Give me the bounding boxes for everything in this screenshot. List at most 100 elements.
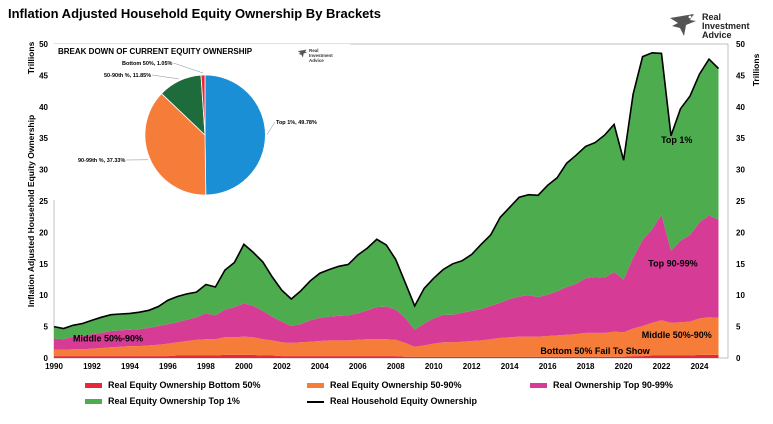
- total-line: [53, 51, 720, 330]
- legend-item-top-1: Real Equity Ownership Top 1%: [85, 394, 240, 408]
- pie-inset: Top 1%, 49.78% 90-99th %, 37.33% 50-90th %…: [48, 44, 350, 200]
- y-tick-left: 5: [44, 323, 49, 332]
- x-tick: 2002: [273, 362, 291, 371]
- area-label: Top 1%: [661, 135, 692, 145]
- brand-line3: Advice: [702, 30, 732, 40]
- legend-label: Real Household Equity Ownership: [330, 396, 478, 406]
- brand-logo: Real Investment Advice: [668, 12, 764, 40]
- area-label: Middle 50%-90%: [642, 330, 712, 340]
- legend-item-50-90: Real Equity Ownership 50-90%: [307, 378, 462, 392]
- legend-swatch: [85, 399, 102, 405]
- x-tick: 2000: [235, 362, 253, 371]
- y-tick-left: 10: [39, 291, 48, 300]
- y-tick-left: 30: [39, 166, 48, 175]
- y-tick-right: 35: [736, 134, 745, 143]
- y-tick-right: 20: [736, 228, 745, 237]
- legend-item-bottom-50: Real Equity Ownership Bottom 50%: [85, 378, 261, 392]
- brand-name: Real Investment Advice: [702, 13, 750, 40]
- total-line-layer: [53, 51, 720, 330]
- pie-leader-line: [173, 62, 204, 74]
- x-tick: 1990: [45, 362, 63, 371]
- pie-slice-3: [200, 74, 206, 136]
- pie-brand-line3: Advice: [309, 58, 324, 63]
- pie-label: Bottom 50%, 1.05%: [122, 61, 173, 67]
- y-tick-left: 50: [39, 40, 48, 49]
- y-tick-right: 25: [736, 197, 745, 206]
- y-tick-left: 40: [39, 103, 48, 112]
- pie-label: Top 1%, 49.78%: [276, 120, 317, 126]
- pie-label: 90-99th %, 37.33%: [78, 158, 125, 164]
- pie-brand-line1: Real: [309, 48, 319, 53]
- x-tick: 2010: [425, 362, 443, 371]
- y-tick-right: 40: [736, 103, 745, 112]
- y-axis-unit-left: Trillions: [26, 41, 36, 74]
- brand-line1: Real: [702, 12, 722, 22]
- x-tick: 2016: [539, 362, 557, 371]
- x-tick: 2020: [615, 362, 633, 371]
- y-tick-right: 30: [736, 166, 745, 175]
- y-tick-left: 15: [39, 260, 48, 269]
- x-tick: 1996: [159, 362, 177, 371]
- x-tick: 2006: [349, 362, 367, 371]
- area-label: Top 90-99%: [648, 258, 697, 268]
- y-axis-unit-right: Trillions: [751, 53, 761, 86]
- pie-leader-line: [152, 74, 179, 80]
- brand-line2: Investment: [702, 21, 750, 31]
- pie-brand-name: Real Investment Advice: [309, 48, 333, 63]
- chart-title: Inflation Adjusted Household Equity Owne…: [8, 6, 381, 21]
- legend-swatch: [85, 383, 102, 389]
- y-tick-right: 5: [736, 323, 741, 332]
- y-axis-title: Inflation Adjusted Household Equity Owne…: [26, 115, 36, 307]
- area-labels: Top 1% Top 90-99% Middle 50%-90% Middle 50%…: [73, 135, 712, 356]
- pie-brand-logo: Real Investment Advice: [297, 47, 347, 65]
- area-series-2: [54, 214, 719, 350]
- x-tick: 2004: [311, 362, 329, 371]
- y-tick-right: 10: [736, 291, 745, 300]
- x-tick: 2008: [387, 362, 405, 371]
- x-tick: 2018: [577, 362, 595, 371]
- pie-brand-line2: Investment: [309, 53, 333, 58]
- x-tick: 1994: [121, 362, 139, 371]
- y-tick-left: 0: [44, 354, 49, 363]
- area-series-0: [54, 354, 719, 358]
- x-tick: 2014: [501, 362, 519, 371]
- pie-labels: Top 1%, 49.78% 90-99th %, 37.33% 50-90th %…: [78, 61, 317, 164]
- x-tick: 1992: [83, 362, 101, 371]
- y-tick-right: 0: [736, 354, 741, 363]
- legend-item-total: Real Household Equity Ownership: [307, 394, 477, 408]
- legend-line: [307, 400, 324, 403]
- area-series-3: [54, 52, 719, 340]
- pie-leader-line: [266, 121, 276, 135]
- chart-legend: Real Equity Ownership Bottom 50% Real Eq…: [85, 378, 765, 414]
- x-tick: 2024: [691, 362, 709, 371]
- y-tick-right: 15: [736, 260, 745, 269]
- legend-item-90-99: Real Ownership Top 90-99%: [530, 378, 673, 392]
- legend-label: Real Equity Ownership Top 1%: [108, 396, 240, 406]
- legend-label: Real Equity Ownership 50-90%: [330, 380, 462, 390]
- pie-title: BREAK DOWN OF CURRENT EQUITY OWNERSHIP: [58, 47, 253, 56]
- y-tick-right: 45: [736, 71, 745, 80]
- legend-label: Real Ownership Top 90-99%: [553, 380, 673, 390]
- pie-slice-1: [144, 93, 207, 196]
- stacked-areas: [54, 52, 719, 358]
- eagle-logo-icon: [670, 14, 696, 36]
- y-tick-left: 25: [39, 197, 48, 206]
- y-tick-left: 35: [39, 134, 48, 143]
- y-tick-left: 20: [39, 228, 48, 237]
- area-label: Middle 50%-90%: [73, 334, 143, 344]
- x-tick: 2012: [463, 362, 481, 371]
- x-tick: 1998: [197, 362, 215, 371]
- legend-swatch: [307, 383, 324, 389]
- legend-swatch: [530, 383, 547, 389]
- area-series-1: [54, 317, 719, 357]
- y-tick-right: 50: [736, 40, 745, 49]
- pie-label: 50-90th %, 11.85%: [104, 73, 151, 79]
- legend-label: Real Equity Ownership Bottom 50%: [108, 380, 261, 390]
- pie-slices: [48, 44, 350, 200]
- pie-slice-0: [204, 74, 266, 196]
- area-label: Bottom 50% Fail To Show: [540, 346, 650, 356]
- y-tick-left: 45: [39, 71, 48, 80]
